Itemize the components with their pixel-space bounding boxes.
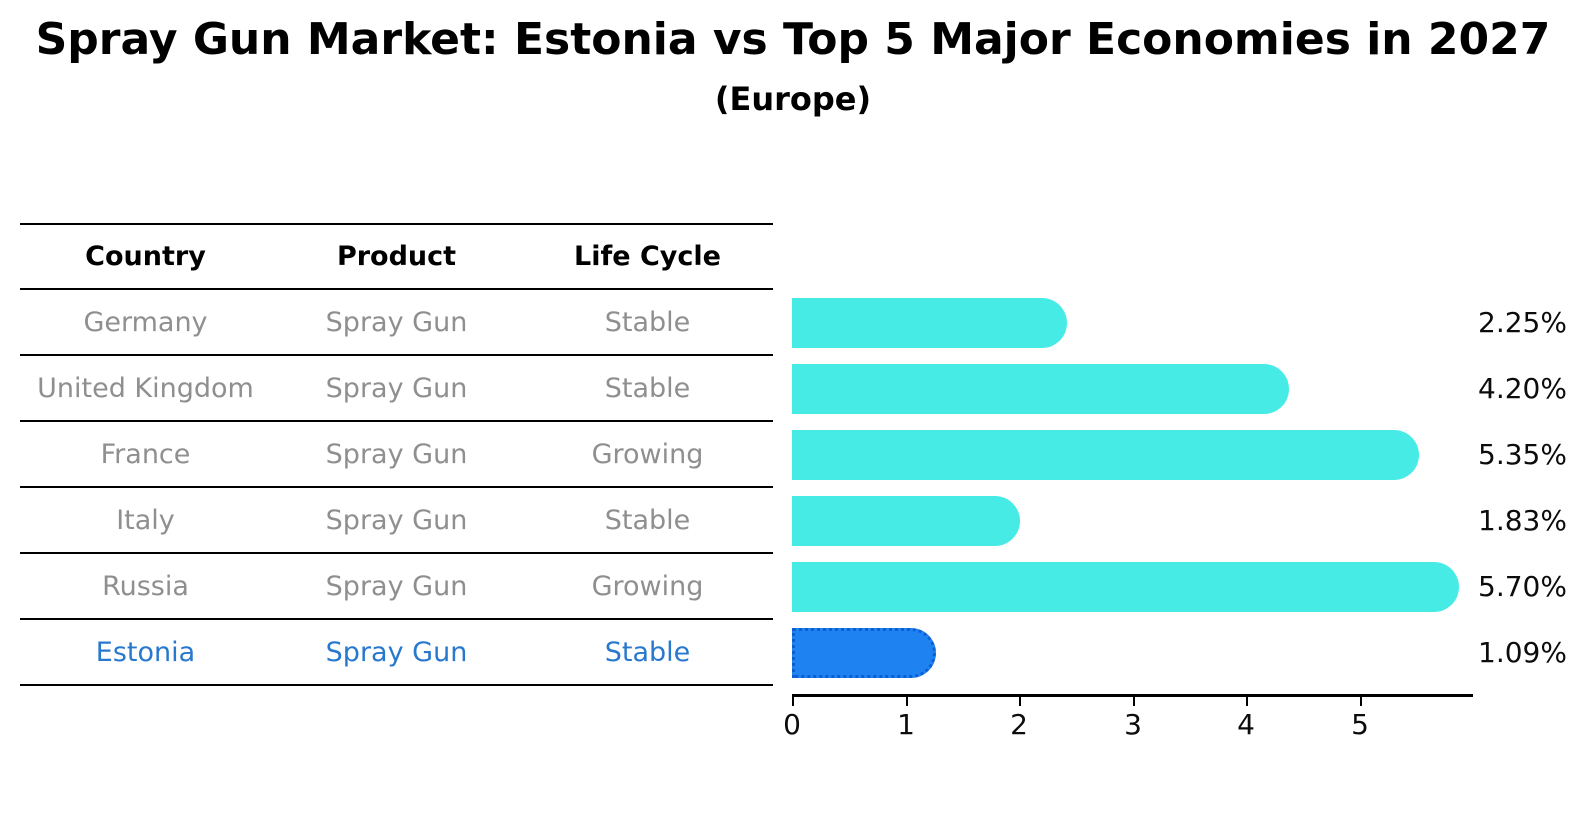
x-axis-tick-label: 0 [783, 708, 801, 741]
x-axis-tick-label: 1 [897, 708, 915, 741]
table-cell-life-cycle: Growing [591, 438, 704, 470]
table-cell-product: Spray Gun [325, 570, 468, 602]
x-axis-tick [906, 697, 908, 706]
table-cell-product: Spray Gun [325, 636, 468, 668]
x-axis-tick [1360, 697, 1362, 706]
table-cell-product: Spray Gun [325, 306, 468, 338]
table-cell-life-cycle: Growing [591, 570, 704, 602]
x-axis-tick-label: 4 [1237, 708, 1255, 741]
x-axis-line [792, 694, 1473, 697]
chart-subtitle: (Europe) [714, 80, 872, 118]
table-cell-country: Estonia [95, 636, 196, 668]
table-cell-product: Spray Gun [325, 504, 468, 536]
value-label: 2.25% [1478, 306, 1567, 339]
bar-estonia-highlighted [792, 628, 936, 678]
table-header-cell: Country [85, 241, 206, 272]
x-axis-tick [1133, 697, 1135, 706]
table-row-italy: Italy Spray Gun Stable [20, 488, 773, 554]
x-axis-tick-label: 3 [1124, 708, 1142, 741]
value-label: 1.09% [1478, 636, 1567, 669]
x-axis-tick-label: 2 [1010, 708, 1028, 741]
table-cell-product: Spray Gun [325, 438, 468, 470]
table-cell-product: Spray Gun [325, 372, 468, 404]
x-axis-tick [1246, 697, 1248, 706]
table-cell-life-cycle: Stable [604, 636, 691, 668]
bar-russia [792, 562, 1459, 612]
table-row-france: France Spray Gun Growing [20, 422, 773, 488]
x-axis-tick [1019, 697, 1021, 706]
bar-united-kingdom [792, 364, 1289, 414]
value-label: 5.35% [1478, 438, 1567, 471]
table-cell-life-cycle: Stable [604, 372, 691, 404]
value-label: 5.70% [1478, 570, 1567, 603]
table-row-united-kingdom: United Kingdom Spray Gun Stable [20, 356, 773, 422]
country-table: Country Product Life Cycle Germany Spray Gun… [20, 223, 773, 686]
bar-italy [792, 496, 1020, 546]
table-cell-country: Russia [102, 570, 189, 602]
table-row-russia: Russia Spray Gun Growing [20, 554, 773, 620]
table-cell-country: Italy [116, 504, 175, 536]
table-cell-life-cycle: Stable [604, 306, 691, 338]
table-row-germany: Germany Spray Gun Stable [20, 290, 773, 356]
table-cell-country: France [100, 438, 191, 470]
value-label: 1.83% [1478, 504, 1567, 537]
table-header-row: Country Product Life Cycle [20, 223, 773, 290]
value-label: 4.20% [1478, 372, 1567, 405]
bar-germany [792, 298, 1067, 348]
table-header-cell: Life Cycle [574, 241, 721, 272]
table-cell-country: Germany [83, 306, 208, 338]
table-cell-life-cycle: Stable [604, 504, 691, 536]
chart-title: Spray Gun Market: Estonia vs Top 5 Major… [35, 14, 1551, 65]
table-cell-country: United Kingdom [37, 372, 254, 404]
x-axis-tick-label: 5 [1351, 708, 1369, 741]
table-header-cell: Product [336, 241, 457, 272]
x-axis-tick [792, 697, 794, 706]
table-row-estonia: Estonia Spray Gun Stable [20, 620, 773, 686]
bar-france [792, 430, 1419, 480]
